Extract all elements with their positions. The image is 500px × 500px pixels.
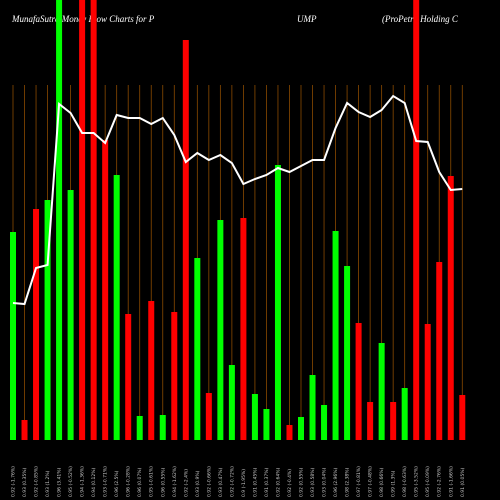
bar: [367, 402, 374, 440]
bar: [298, 417, 304, 440]
bar: [56, 0, 63, 440]
x-tick-label: 0.92 (0.64%): [275, 467, 281, 497]
bar: [378, 343, 385, 440]
bar: [424, 324, 431, 440]
x-tick-label: 0.92 (0.55%): [299, 467, 305, 497]
bar: [136, 416, 143, 440]
x-tick-label: 0.96 (-0.28%): [126, 466, 132, 497]
x-tick-label: 0.93 (0.9%): [195, 470, 201, 497]
x-tick-label: 0.91 (0.37%): [264, 467, 270, 497]
x-tick-label: 0.96 (2.96%): [333, 467, 339, 497]
x-tick-label: 0.95 (-0.61%): [149, 466, 155, 497]
bar: [413, 0, 420, 440]
bar: [447, 176, 454, 440]
bar: [171, 312, 178, 440]
bar: [321, 405, 328, 440]
bar: [286, 425, 293, 440]
bar: [113, 175, 120, 440]
chart-subtitle: (ProPetro Holding C: [382, 14, 459, 24]
x-tick-label: 0.94 (-1.36%): [80, 466, 86, 497]
x-tick-label: 0.96 (3.41%): [57, 467, 63, 497]
bar: [182, 40, 189, 440]
x-tick-label: 0.92 (-2.4%): [183, 469, 189, 497]
x-tick-label: 0.95 (-3.52%): [414, 466, 420, 497]
x-tick-label: 0.92 (-2.76%): [437, 466, 443, 497]
bar: [90, 0, 97, 440]
x-tick-label: 0.93 (0.47%): [218, 467, 224, 497]
bar: [217, 220, 224, 440]
bar: [344, 266, 351, 440]
x-tick-label: 0.92 (-0.85%): [34, 466, 40, 497]
x-tick-label: 0.91 (0.45%): [252, 467, 258, 497]
bar: [44, 200, 51, 440]
money-flow-line: [12, 94, 463, 306]
bar: [125, 314, 132, 440]
x-tick-label: 0.98 (-0.63%): [402, 466, 408, 497]
x-tick-label: 0.95 (-0.09%): [425, 466, 431, 497]
bar: [159, 415, 166, 440]
bar: [251, 394, 258, 440]
bar: [332, 231, 339, 440]
bar: [263, 409, 270, 440]
x-tick-label: 0.91 (0.05%): [460, 467, 466, 497]
bar: [21, 420, 28, 440]
x-tick-label: 0.92 (-1.76%): [11, 466, 17, 497]
x-tick-label: 0.92 (-0.66%): [206, 466, 212, 497]
bar: [205, 393, 212, 440]
x-tick-label: 0.97 (-0.48%): [368, 466, 374, 497]
x-tick-label: 0.93 (-0.71%): [103, 466, 109, 497]
x-tick-label: 0.97 (-0.81%): [356, 466, 362, 497]
bar: [67, 190, 74, 440]
x-tick-label: 0.93 (0.58%): [310, 467, 316, 497]
bar: [10, 232, 16, 440]
x-tick-label: 0.96 (2.5%): [114, 470, 120, 497]
x-tick-label: 0.91 (-1.66%): [448, 466, 454, 497]
bar: [102, 140, 109, 440]
x-tick-label: 0.9 (-1.95%): [241, 469, 247, 497]
x-tick-label: 0.93 (0.04%): [322, 467, 328, 497]
x-tick-label: 0.92 (-0.72%): [229, 466, 235, 497]
bar: [194, 258, 201, 440]
bar: [309, 375, 316, 440]
x-tick-label: 0.92 (-0.4%): [287, 469, 293, 497]
x-tick-label: 0.95 (-0.52%): [68, 466, 74, 497]
x-tick-label: 0.93 (0.35%): [22, 467, 28, 497]
bar: [401, 388, 408, 440]
x-tick-label: 0.94 (0.12%): [91, 467, 97, 497]
x-tick-label: 0.98 (0.66%): [379, 467, 385, 497]
bar: [274, 165, 281, 440]
bar: [390, 402, 397, 440]
x-tick-label: 0.93 (1.2%): [45, 470, 51, 497]
bar: [228, 365, 235, 440]
bar: [240, 218, 247, 440]
bar: [79, 0, 86, 440]
bar: [436, 262, 443, 440]
bar: [355, 323, 362, 440]
x-tick-label: 0.98 (2.38%): [345, 467, 351, 497]
bar: [148, 301, 155, 440]
bar: [459, 395, 466, 440]
x-tick-label: 0.94 (-1.62%): [172, 466, 178, 497]
chart-title-part: UMP: [297, 14, 317, 24]
x-tick-label: 0.96 (0.07%): [137, 467, 143, 497]
x-tick-label: 0.99 (1.3%): [391, 470, 397, 497]
bar: [33, 209, 40, 440]
x-tick-label: 0.96 (0.55%): [160, 467, 166, 497]
